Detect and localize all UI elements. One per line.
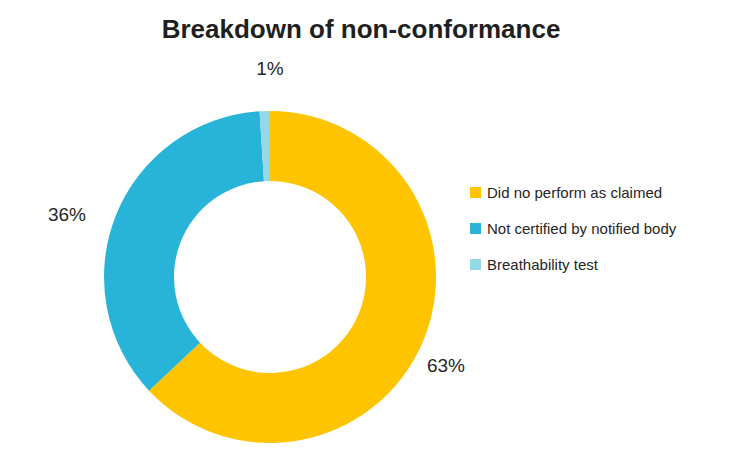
legend-item: Not certified by notified body — [470, 217, 676, 240]
legend-label: Breathability test — [487, 256, 598, 273]
data-label: 63% — [427, 355, 465, 377]
legend-label: Not certified by notified body — [487, 220, 676, 237]
legend-swatch — [470, 187, 481, 198]
data-label: 1% — [256, 58, 283, 80]
legend-swatch — [470, 223, 481, 234]
donut-chart-figure: Breakdown of non-conformance 63% 36% 1% … — [0, 0, 750, 463]
data-label: 36% — [48, 204, 86, 226]
legend-swatch — [470, 259, 481, 270]
legend-item: Breathability test — [470, 253, 676, 276]
legend: Did no perform as claimed Not certified … — [470, 181, 676, 289]
legend-item: Did no perform as claimed — [470, 181, 676, 204]
legend-label: Did no perform as claimed — [487, 184, 662, 201]
donut-slice-not-certified-by-notified-body — [104, 111, 264, 390]
